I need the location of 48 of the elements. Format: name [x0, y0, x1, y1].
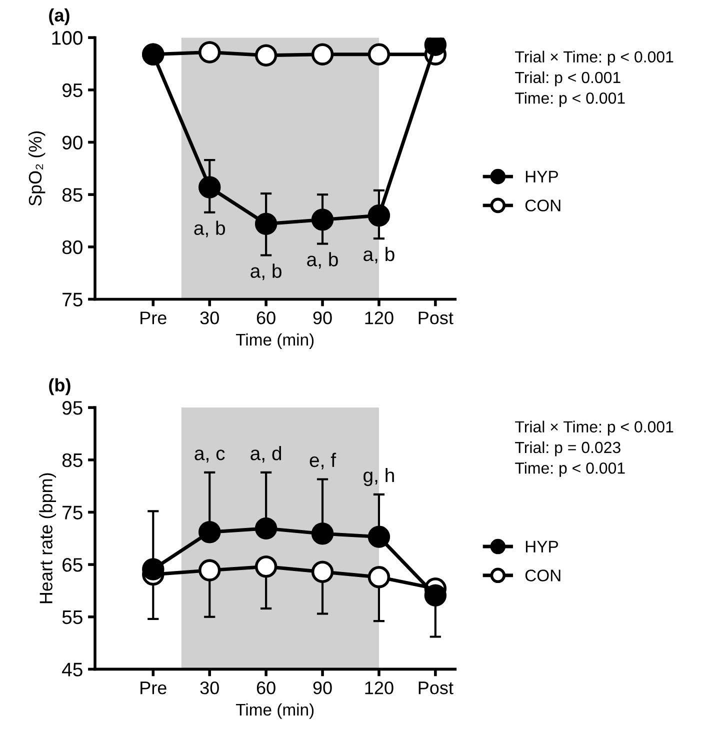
y-tick-label: 90: [62, 136, 82, 150]
y-tick-label: 65: [62, 558, 82, 572]
y-tick-label: 100: [52, 31, 82, 45]
legend-label: HYP: [526, 540, 558, 552]
y-tick-label: 95: [62, 401, 82, 415]
x-axis-title: Time (min): [236, 333, 314, 349]
text: Time: p < 0.001: [515, 462, 625, 477]
y-axis-title: Heart rate (bpm): [39, 473, 56, 604]
legend-label: HYP: [526, 170, 558, 182]
text: Time: p < 0.001: [515, 92, 625, 107]
y-tick-label: 75: [62, 292, 82, 306]
x-tick-label: 120: [365, 681, 394, 694]
y-tick-label: 85: [62, 453, 82, 468]
y-tick-label: 75: [62, 506, 82, 520]
text: Trial × Time: p < 0.001: [515, 50, 674, 66]
y-axis-title: SpO₂ (%): [28, 131, 46, 206]
annotation: e, f: [310, 452, 336, 470]
x-tick-label: 90: [313, 681, 332, 694]
legend-label: CON: [525, 570, 560, 582]
x-tick-label: Pre: [140, 312, 166, 324]
y-tick-label: 95: [62, 83, 82, 98]
annotation: a, d: [250, 446, 282, 463]
annotation: a, b: [364, 246, 394, 264]
x-tick-label: 30: [200, 312, 219, 324]
y-tick-label: 85: [62, 188, 82, 202]
x-tick-label: Post: [418, 312, 454, 324]
x-tick-label: 30: [200, 681, 219, 694]
x-tick-label: 60: [256, 312, 276, 324]
chart-title: (a): [49, 8, 70, 26]
annotation: a, c: [194, 450, 225, 463]
legend-label: CON: [525, 200, 560, 212]
y-tick-label: 80: [62, 240, 82, 254]
x-tick-label: 120: [365, 312, 394, 324]
x-tick-label: 60: [256, 681, 276, 694]
y-tick-label: 45: [62, 662, 82, 676]
annotation: a, b: [194, 220, 226, 238]
text: Trial: p < 0.001: [515, 71, 620, 86]
x-tick-label: 90: [313, 312, 332, 324]
annotation: a, b: [307, 252, 338, 269]
annotation: a, b: [250, 264, 282, 280]
y-tick-label: 55: [62, 610, 82, 624]
chart-title: (b): [49, 378, 70, 396]
text: Trial × Time: p < 0.001: [515, 420, 674, 436]
x-tick-label: Post: [418, 682, 454, 694]
x-axis-title: Time (min): [236, 703, 314, 719]
text: Trial: p = 0.023: [515, 441, 620, 456]
annotation: g, h: [364, 468, 394, 486]
x-tick-label: Pre: [140, 682, 166, 694]
